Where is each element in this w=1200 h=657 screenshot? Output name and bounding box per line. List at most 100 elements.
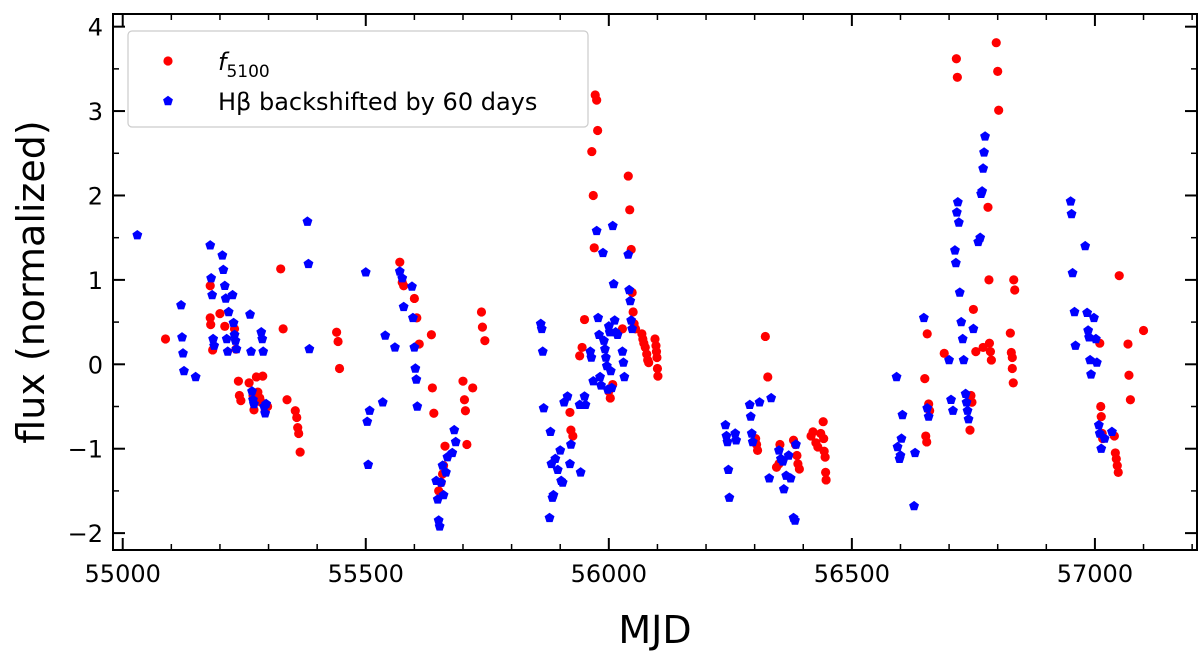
hbeta-point [178, 348, 188, 358]
f5100-point [592, 95, 602, 105]
f5100-point [587, 146, 597, 157]
hbeta-point [257, 333, 268, 344]
f5100-point [480, 336, 490, 346]
f5100-point [1007, 363, 1017, 374]
hbeta-point [1099, 433, 1110, 443]
f5100-point [819, 433, 829, 444]
hbeta-point [960, 388, 971, 398]
f5100-point [984, 275, 994, 285]
hbeta-point [176, 300, 186, 310]
f5100-point [295, 447, 305, 457]
f5100-point [991, 38, 1001, 48]
f5100-point [623, 171, 633, 181]
f5100-point [808, 427, 818, 437]
hbeta-point [918, 312, 929, 323]
f5100-point [244, 378, 254, 388]
hbeta-point [922, 403, 933, 413]
plot-frame [112, 13, 1198, 551]
f5100-point [588, 190, 598, 201]
f5100-point [1010, 285, 1020, 295]
hbeta-point [219, 280, 230, 290]
hbeta-point [608, 278, 619, 289]
f5100-point [983, 202, 993, 212]
f5100-point [233, 376, 244, 386]
hbeta-point [950, 245, 960, 255]
hbeta-point [245, 309, 255, 319]
hbeta-point [1069, 306, 1080, 317]
hbeta-point [437, 460, 448, 470]
hbeta-point [980, 131, 990, 141]
hbeta-point [580, 399, 591, 409]
hbeta-point [447, 447, 458, 458]
f5100-point [427, 383, 437, 393]
f5100-point [794, 464, 804, 474]
hbeta-point [302, 216, 313, 226]
hbeta-point [246, 346, 256, 356]
f5100-point [1111, 454, 1121, 464]
hbeta-point [217, 250, 228, 260]
hbeta-point [1070, 340, 1081, 350]
f5100-point [206, 320, 216, 330]
hbeta-point [609, 315, 620, 325]
hbeta-point [764, 473, 775, 483]
hbeta-point [411, 374, 422, 384]
f5100-point [653, 371, 663, 381]
y-tick-label: 0 [88, 351, 103, 379]
hbeta-point [963, 414, 974, 424]
hbeta-point [362, 416, 373, 426]
hbeta-point [778, 484, 789, 494]
f5100-point [821, 467, 831, 477]
hbeta-point [261, 398, 272, 409]
hbeta-point [231, 343, 242, 354]
hbeta-point [627, 323, 638, 334]
f5100-point [952, 72, 962, 82]
hbeta-point [956, 316, 967, 327]
hbeta-point [601, 352, 611, 362]
y-tick-label: 2 [88, 182, 103, 210]
series-hbeta [132, 131, 1117, 531]
hbeta-point [598, 247, 608, 258]
hbeta-point [380, 330, 391, 340]
hbeta-point [766, 392, 777, 403]
hbeta-point [948, 405, 958, 415]
f5100-point [399, 281, 409, 291]
hbeta-point [545, 426, 556, 436]
hbeta-point [588, 376, 599, 386]
f5100-point [821, 475, 831, 485]
f5100-point [628, 307, 638, 317]
hbeta-point [228, 317, 239, 328]
hbeta-point [891, 371, 902, 382]
hbeta-point [720, 419, 731, 430]
hbeta-point [1067, 267, 1078, 278]
f5100-point [792, 450, 802, 461]
f5100-point [292, 412, 302, 423]
x-tick-label: 56500 [814, 560, 890, 588]
hbeta-point [222, 346, 233, 356]
hbeta-point [978, 163, 989, 173]
hbeta-point [1091, 357, 1102, 367]
hbeta-point [774, 445, 784, 455]
f5100-point [579, 314, 590, 325]
hbeta-point [1083, 325, 1094, 335]
f5100-point [760, 331, 770, 342]
f5100-point [460, 406, 471, 416]
hbeta-point [303, 258, 314, 269]
hbeta-point [600, 343, 610, 354]
hbeta-point [434, 521, 445, 531]
hbeta-point [1065, 196, 1076, 206]
hbeta-point [586, 352, 597, 362]
f5100-point [1009, 275, 1019, 285]
f5100-point [294, 428, 304, 439]
f5100-point [644, 358, 654, 368]
hbeta-point [968, 323, 979, 334]
hbeta-point [249, 398, 259, 409]
hbeta-point [441, 467, 451, 477]
f5100-point [650, 334, 660, 344]
y-axis-title: flux (normalized) [9, 120, 53, 443]
f5100-point [763, 372, 773, 382]
hbeta-point [412, 401, 423, 411]
axis-tick-labels: 55000 55500 56000 56500 57000 −2 −1 0 1 2 3 4 [68, 14, 1133, 588]
y-tick-label: 1 [88, 267, 103, 295]
hbeta-point [954, 287, 965, 297]
